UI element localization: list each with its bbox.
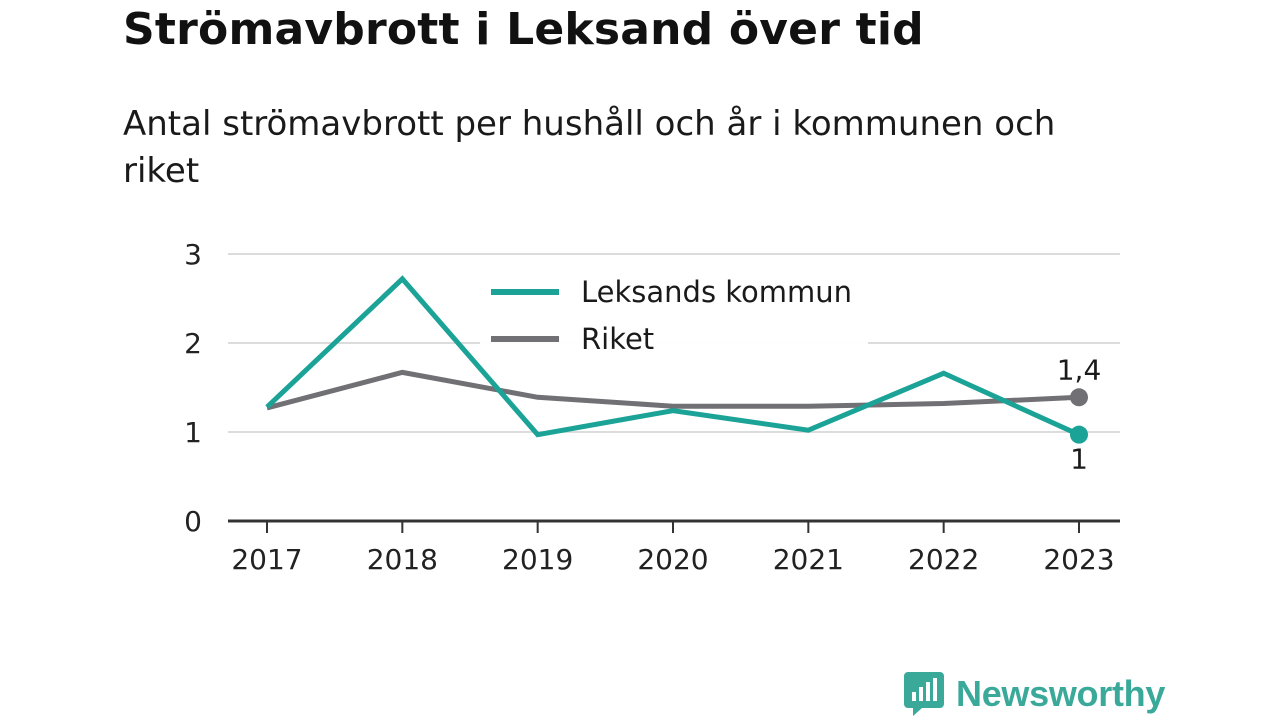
end-point-marker (1070, 425, 1088, 444)
x-tick-label: 2023 (1043, 543, 1114, 576)
y-tick-label: 0 (184, 505, 202, 538)
y-tick-label: 1 (184, 416, 202, 449)
end-point-marker (1070, 388, 1088, 407)
x-tick-label: 2018 (367, 543, 438, 576)
y-tick-label: 3 (184, 238, 202, 271)
bar-chart-speech-bubble-icon (904, 672, 944, 716)
end-markers: 11,4 (1057, 353, 1102, 475)
series-line-riket (266, 369, 1080, 411)
series-line-leksands-kommun (265, 275, 1081, 438)
x-tick-label: 2017 (231, 543, 302, 576)
legend-label: Leksands kommun (581, 275, 852, 309)
y-tick-label: 2 (184, 327, 202, 360)
end-value-label: 1,4 (1057, 353, 1102, 386)
x-tick-label: 2022 (908, 543, 979, 576)
legend-background (480, 272, 868, 346)
x-axis: 2017 2018 2019 2020 2021 2022 2023 (228, 519, 1120, 576)
chart-title: Strömavbrott i Leksand över tid (123, 4, 924, 55)
newsworthy-logo: Newsworthy (902, 670, 1165, 718)
end-value-label: 1 (1070, 443, 1088, 476)
series-lines (265, 275, 1081, 438)
brand-name: Newsworthy (956, 673, 1166, 714)
x-tick-label: 2021 (773, 543, 844, 576)
x-tick-label: 2020 (637, 543, 708, 576)
legend: Leksands kommun Riket (480, 272, 868, 356)
y-axis-ticks: 0 1 2 3 (184, 238, 202, 538)
legend-label: Riket (581, 322, 654, 356)
chart-subtitle: Antal strömavbrott per hushåll och år i … (123, 104, 1056, 191)
x-tick-label: 2019 (502, 543, 573, 576)
